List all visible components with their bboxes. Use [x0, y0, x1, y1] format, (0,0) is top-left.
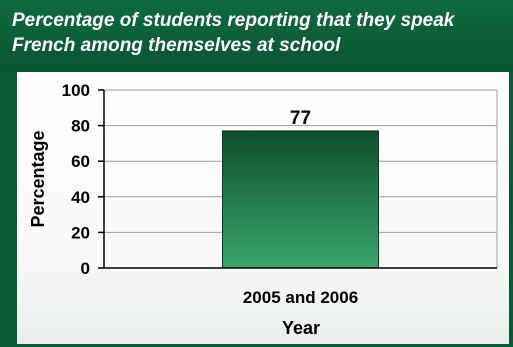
y-tick-label: 0 — [81, 259, 90, 278]
y-tick-label: 60 — [71, 152, 90, 171]
title-bar: Percentage of students reporting that th… — [0, 0, 513, 72]
data-label: 77 — [290, 108, 311, 129]
y-tick-label: 80 — [71, 117, 90, 136]
x-tick-label: 2005 and 2006 — [243, 288, 358, 307]
chart-title: Percentage of students reporting that th… — [12, 10, 455, 56]
y-tick-label: 20 — [71, 223, 90, 242]
y-axis-title: Percentage — [28, 130, 48, 227]
y-tick-label: 100 — [62, 81, 90, 100]
bar — [222, 130, 379, 269]
x-axis-title: Year — [282, 318, 320, 338]
y-tick-label: 40 — [71, 188, 90, 207]
